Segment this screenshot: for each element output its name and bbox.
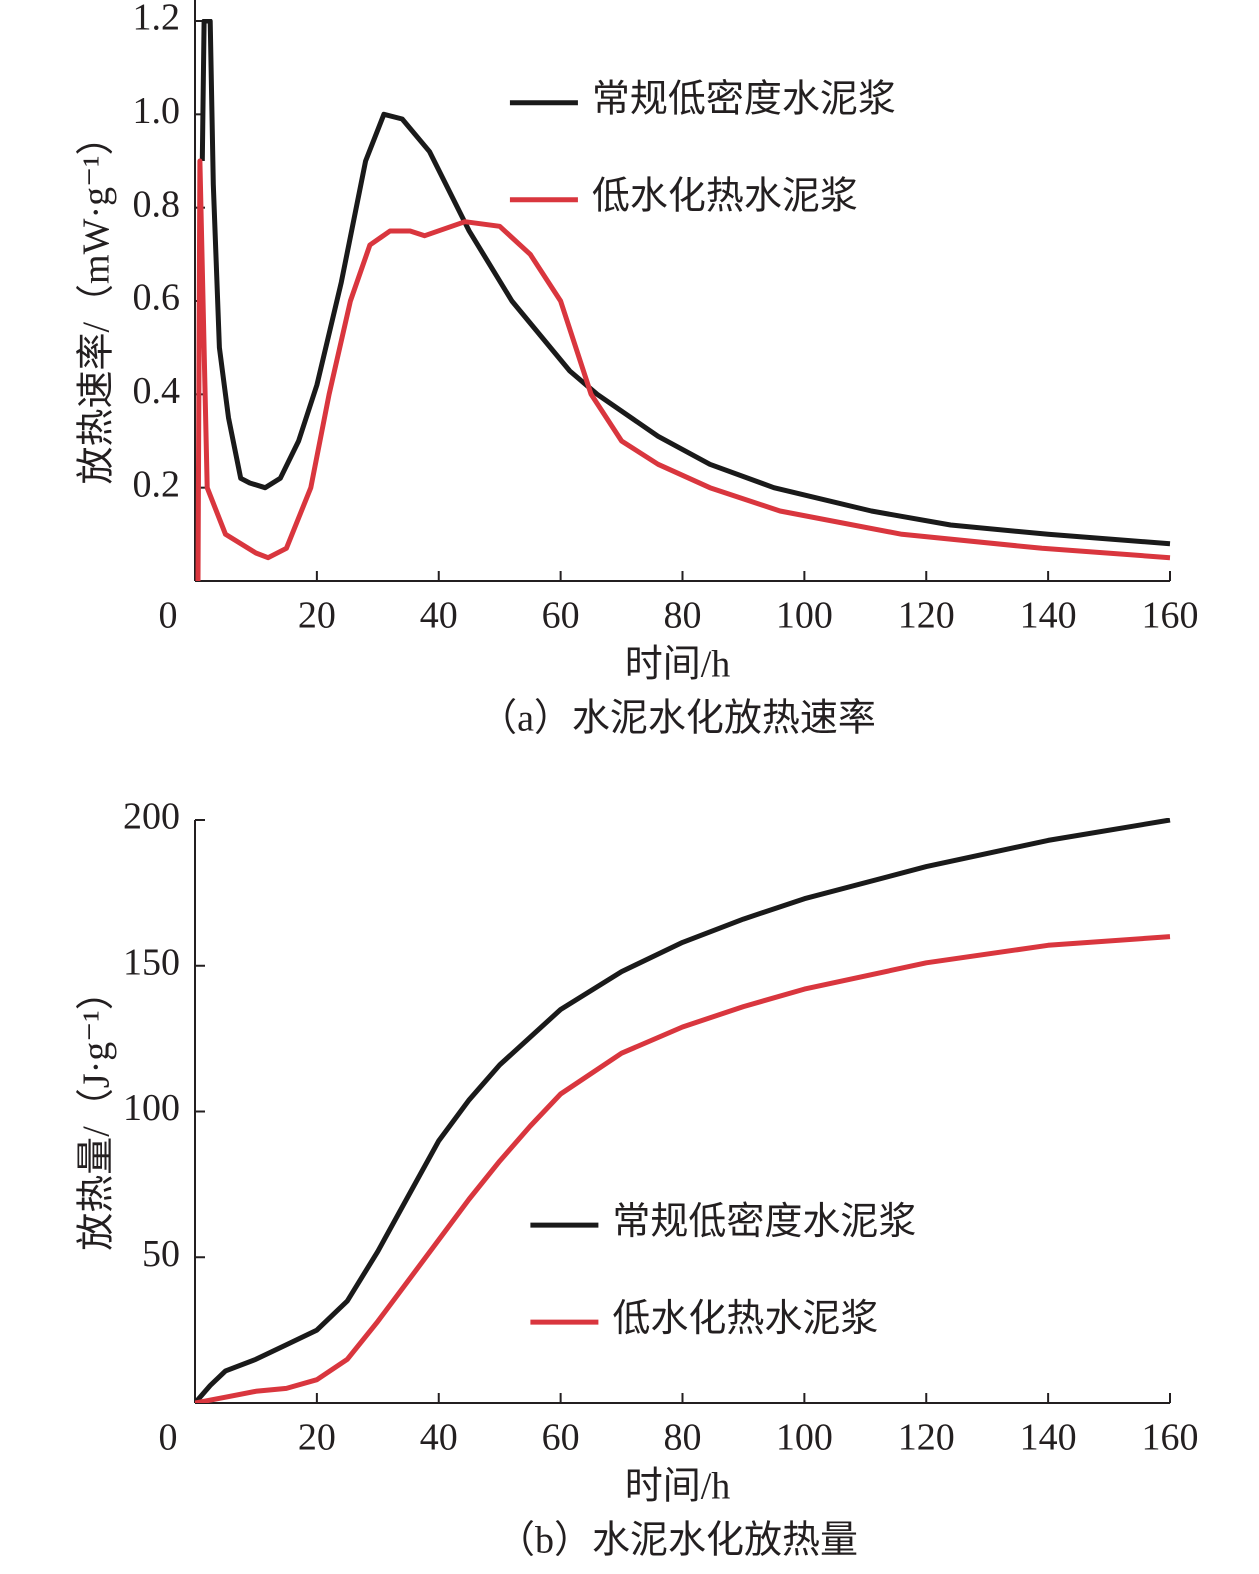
y-tick-label: 150: [123, 941, 180, 983]
x-tick-label: 140: [1020, 595, 1077, 637]
data-line: [195, 818, 1171, 1403]
y-tick-label: 0.4: [133, 370, 181, 412]
subplot: 0.2 0.4 0.6 0.8 1.0 1.2 0 20 40 60 80 100 120 140 160 时…: [76, 0, 1199, 740]
x-tick-label: 0: [159, 595, 178, 637]
x-tick-label: 80: [664, 595, 702, 637]
caption: （a）水泥水化放热速率: [479, 698, 876, 740]
x-tick-label: 120: [898, 1417, 955, 1459]
x-tick-label: 60: [542, 595, 580, 637]
data-line: [195, 158, 1171, 581]
y-tick-label: 100: [123, 1087, 180, 1129]
y-tick-label: 50: [142, 1233, 180, 1275]
x-tick-label: 100: [776, 595, 833, 637]
legend-label: 常规低密度水泥浆: [612, 1201, 916, 1243]
x-tick-label: 0: [159, 1417, 178, 1459]
x-tick-label: 100: [776, 1417, 833, 1459]
x-tick-label: 40: [420, 1417, 458, 1459]
y-tick-label: 0.6: [133, 277, 181, 319]
y-tick-label: 0.2: [133, 463, 181, 505]
x-tick-label: 80: [664, 1417, 702, 1459]
legend-label: 低水化热水泥浆: [592, 175, 858, 217]
x-tick-label: 60: [542, 1417, 580, 1459]
x-tick-label: 160: [1142, 595, 1199, 637]
x-tick-label: 40: [420, 595, 458, 637]
x-axis-label: 时间/h: [625, 644, 731, 686]
x-tick-label: 140: [1020, 1417, 1077, 1459]
y-tick-label: 0.8: [133, 183, 181, 225]
caption: （b）水泥水化放热量: [497, 1520, 858, 1562]
x-tick-label: 20: [298, 595, 336, 637]
x-axis-label: 时间/h: [625, 1466, 731, 1508]
data-line: [195, 934, 1171, 1403]
subplot: 50 100 150 200 0 20 40 60 80 100 120 140 160 时间/h （b）水…: [76, 796, 1199, 1562]
x-tick-label: 120: [898, 595, 955, 637]
legend-label: 低水化热水泥浆: [612, 1298, 878, 1340]
legend-label: 常规低密度水泥浆: [592, 78, 896, 120]
x-tick-label: 160: [1142, 1417, 1199, 1459]
y-tick-label: 200: [123, 796, 180, 838]
data-line: [199, 19, 1171, 547]
y-axis-label: 放热速率/（mW·g⁻¹）: [76, 117, 118, 484]
x-tick-label: 20: [298, 1417, 336, 1459]
y-tick-label: 1.0: [133, 90, 181, 132]
y-tick-label: 1.2: [133, 0, 181, 39]
y-axis-label: 放热量/（J·g⁻¹）: [76, 972, 118, 1250]
